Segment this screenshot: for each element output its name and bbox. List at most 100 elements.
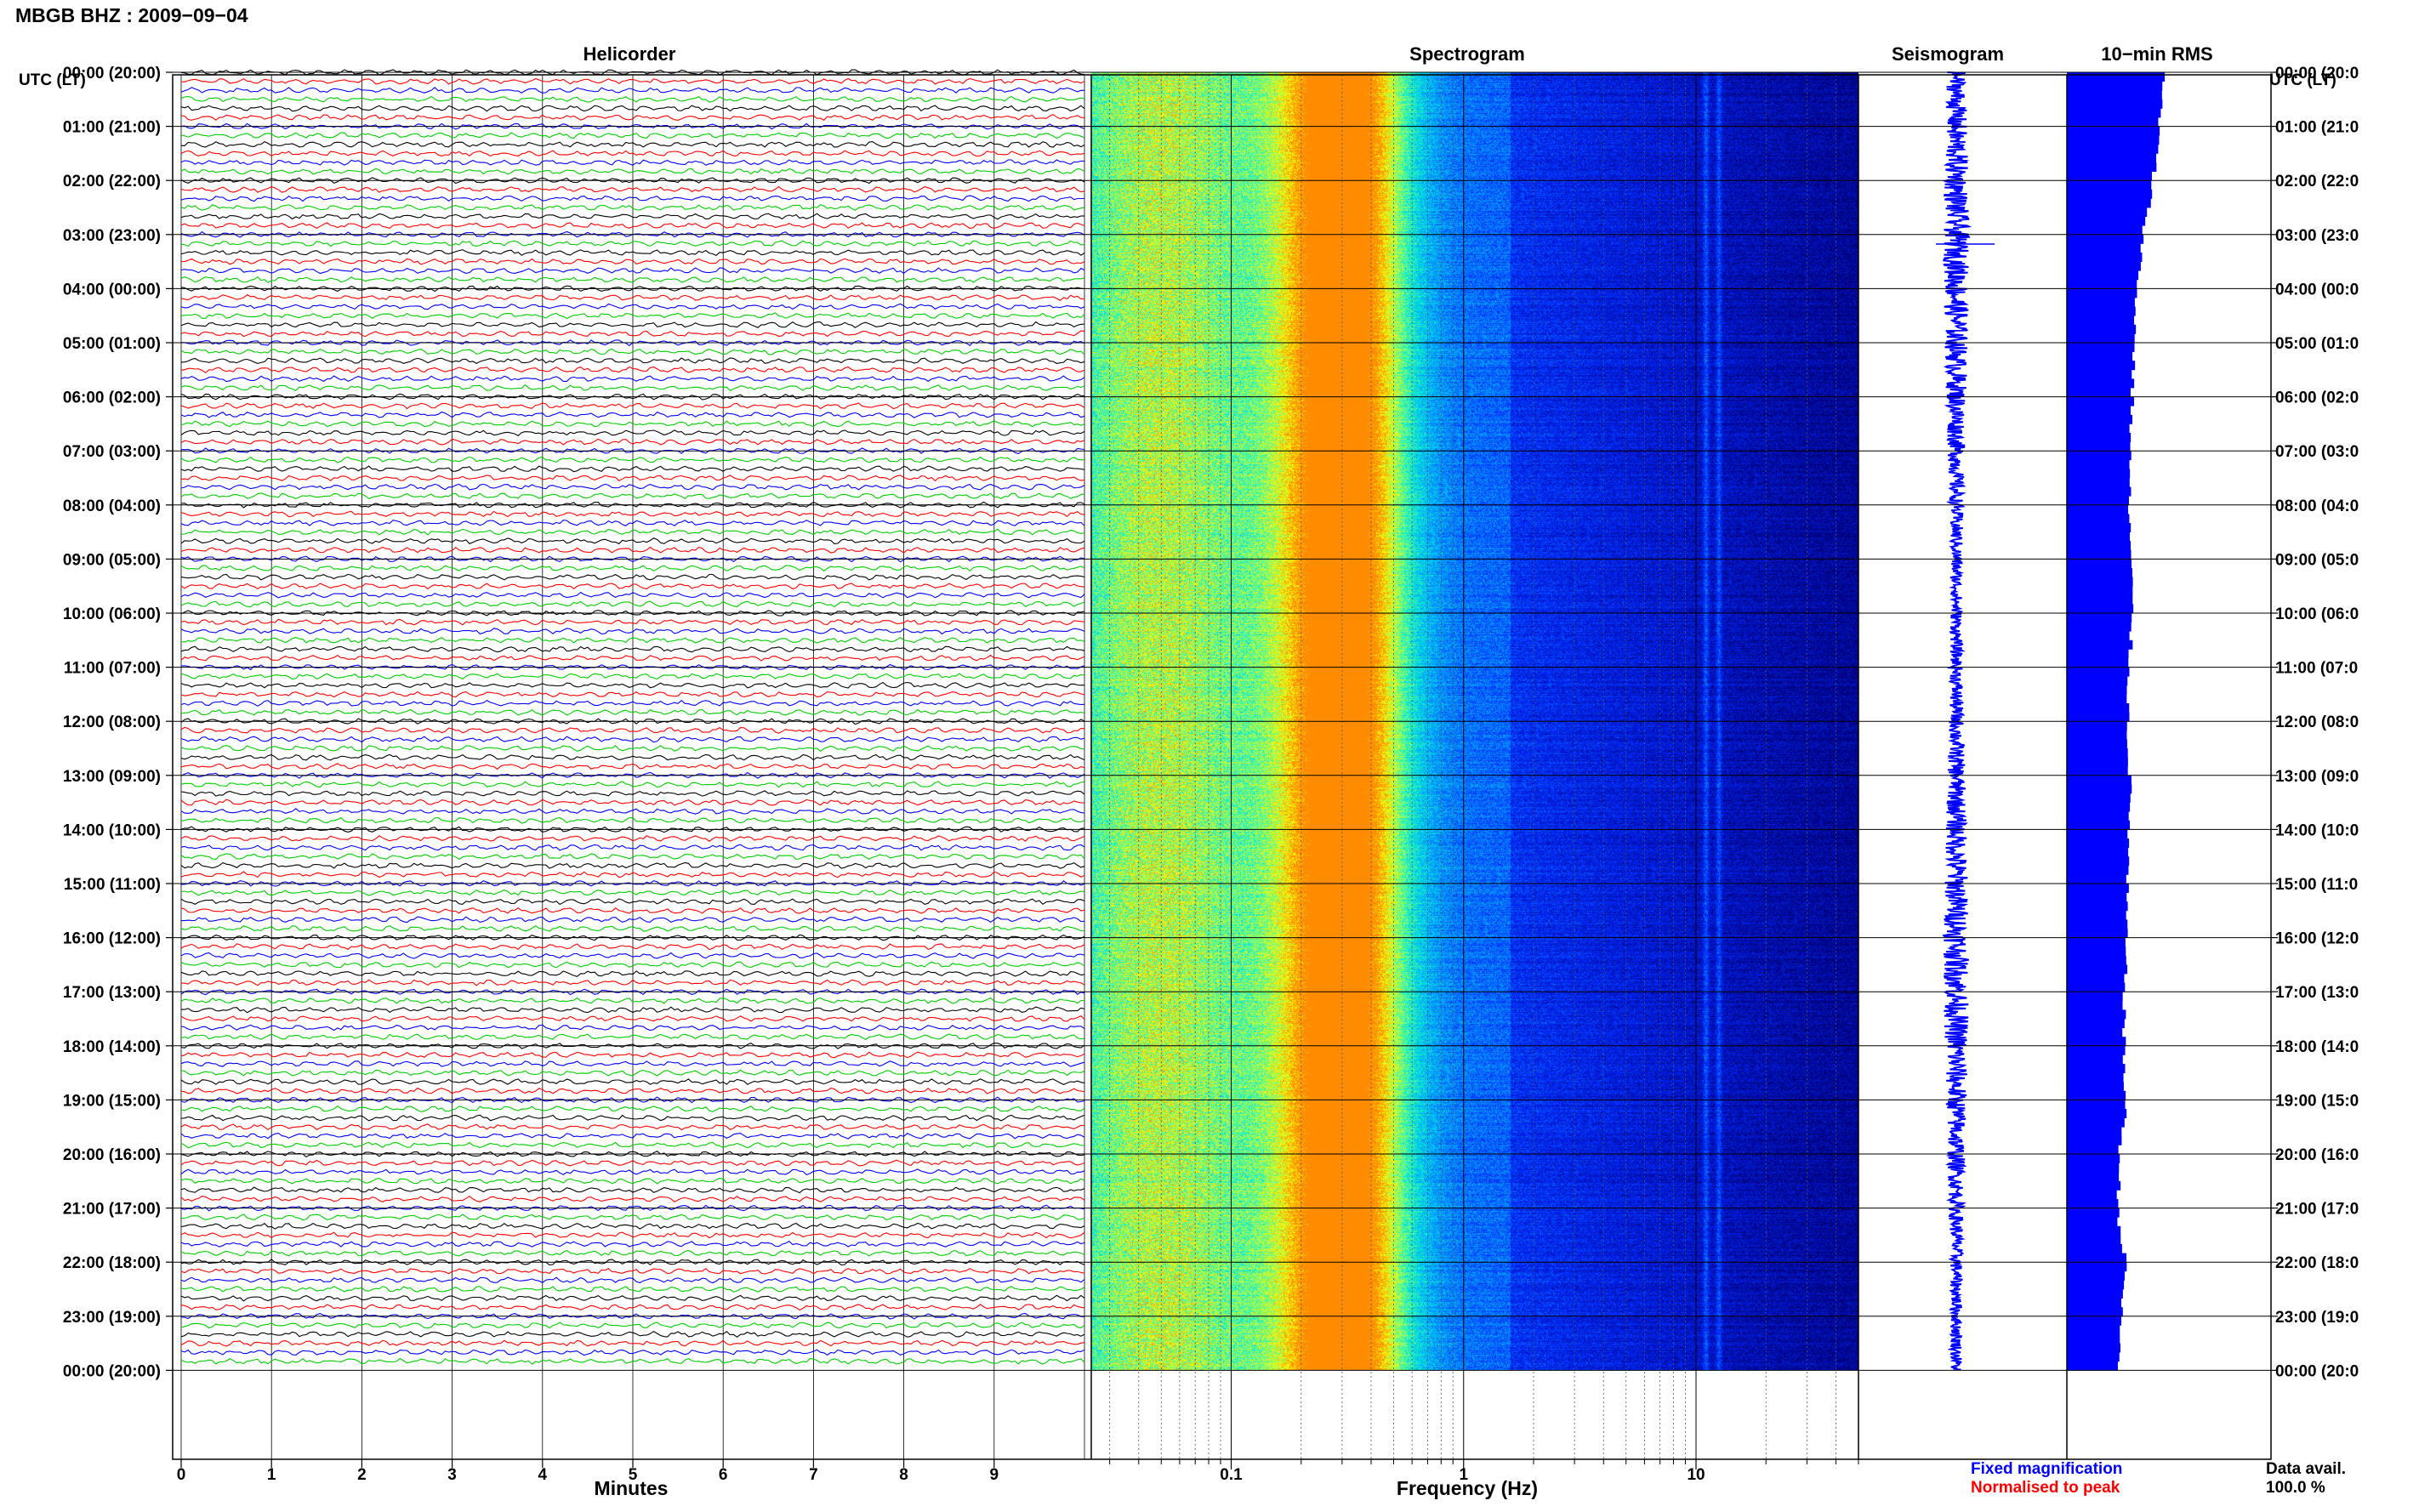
helicorder-trace xyxy=(180,438,1085,446)
helicorder-trace xyxy=(180,573,1085,581)
rms-bar xyxy=(2067,1217,2118,1227)
rms-bar xyxy=(2067,820,2131,830)
hour-label-right: 06:00 (02:0 xyxy=(2275,389,2359,407)
hour-label-left: 04:00 (00:00) xyxy=(63,281,161,298)
hour-label-left: 21:00 (17:00) xyxy=(63,1201,161,1219)
rms-bar xyxy=(2067,189,2153,199)
hour-label-left: 20:00 (16:00) xyxy=(63,1146,161,1164)
helicorder-trace xyxy=(181,916,1085,924)
helicorder-trace xyxy=(180,185,1085,193)
rms-bar xyxy=(2067,1009,2126,1020)
rms-bar xyxy=(2067,433,2132,442)
helicorder-trace xyxy=(180,1141,1085,1149)
rms-bar xyxy=(2067,396,2135,406)
helicorder-trace xyxy=(180,1276,1085,1284)
rms-bar xyxy=(2067,1352,2120,1362)
rms-bar xyxy=(2067,1316,2122,1326)
hour-label-left: 02:00 (22:00) xyxy=(63,173,161,190)
rms-bar xyxy=(2067,72,2166,82)
hour-label-left: 14:00 (10:00) xyxy=(63,821,161,839)
helicorder-trace xyxy=(180,745,1085,752)
helicorder-trace xyxy=(180,114,1085,121)
helicorder-trace xyxy=(180,889,1085,896)
rms-bar xyxy=(2067,658,2129,668)
rms-bar xyxy=(2067,144,2159,154)
helicorder-trace xyxy=(180,294,1085,301)
rms-bar xyxy=(2067,261,2141,271)
rms-bar xyxy=(2067,793,2131,803)
rms-bar xyxy=(2067,838,2130,848)
helicorder-trace xyxy=(180,636,1085,644)
helicorder-trace xyxy=(180,610,1085,617)
minute-tick-label: 9 xyxy=(990,1466,999,1484)
helicorder-trace xyxy=(180,618,1085,626)
helicorder-trace xyxy=(180,204,1085,211)
helicorder-trace xyxy=(180,420,1085,428)
data-avail-label: Data avail. xyxy=(2266,1460,2346,1478)
hour-label-right: 23:00 (19:0 xyxy=(2275,1309,2359,1327)
frequency-tick-label: 10 xyxy=(1687,1466,1705,1484)
x-axes: 0 1 2 3 4 5 6 7 8 9 0.1 1 10 xyxy=(177,1459,1859,1484)
helicorder-trace xyxy=(180,258,1085,265)
hour-label-right: 16:00 (12:0 xyxy=(2275,930,2359,948)
helicorder-trace xyxy=(180,330,1085,338)
rms-bar xyxy=(2067,315,2135,326)
seismogram-title: Seismogram xyxy=(1892,43,2004,65)
helicorder-trace xyxy=(180,483,1085,491)
rms-bar xyxy=(2067,81,2163,91)
hour-label-right: 04:00 (00:0 xyxy=(2275,281,2359,298)
rms-bar xyxy=(2067,739,2127,749)
rms-bar xyxy=(2067,198,2151,208)
rms-bar xyxy=(2067,559,2132,569)
rms-bar xyxy=(2067,865,2129,875)
helicorder-trace xyxy=(181,77,1085,85)
helicorder-trace xyxy=(180,1087,1085,1094)
helicorder-trace xyxy=(180,1322,1085,1329)
rms-bar xyxy=(2067,811,2129,821)
rms-bar xyxy=(2067,298,2135,307)
helicorder-trace xyxy=(180,1051,1085,1059)
hour-label-left: 18:00 (14:00) xyxy=(63,1038,161,1056)
rms-bar xyxy=(2067,117,2159,127)
helicorder-trace xyxy=(180,447,1085,454)
hour-label-right: 00:00 (20:0 xyxy=(2275,65,2359,82)
rms-bar xyxy=(2067,613,2132,622)
helicorder-trace xyxy=(180,1241,1085,1248)
hour-label-left: 17:00 (13:00) xyxy=(63,984,161,1002)
rms-bar xyxy=(2067,171,2153,181)
rms-bar xyxy=(2067,919,2128,929)
helicorder-trace xyxy=(180,1186,1085,1194)
rms-bar xyxy=(2067,270,2139,281)
rms-bar xyxy=(2067,1244,2122,1253)
rms-bar xyxy=(2067,1289,2123,1299)
helicorder-trace xyxy=(180,871,1085,878)
helicorder-trace xyxy=(180,475,1085,482)
rms-bar xyxy=(2067,478,2130,487)
minute-tick-label: 4 xyxy=(538,1466,548,1484)
rms-bar xyxy=(2067,423,2130,434)
minute-tick-label: 5 xyxy=(629,1466,638,1484)
rms-bar xyxy=(2067,1262,2127,1272)
rms-bar xyxy=(2067,631,2130,641)
helicorder-trace xyxy=(180,1222,1085,1230)
hour-label-left: 01:00 (21:00) xyxy=(63,119,161,137)
helicorder-trace xyxy=(180,1231,1085,1239)
rms-bar xyxy=(2067,964,2128,975)
rms-bar xyxy=(2067,766,2128,776)
helicorder-trace xyxy=(180,105,1085,112)
hour-label-left: 00:00 (20:00) xyxy=(63,65,161,82)
data-avail-value: 100.0 % xyxy=(2266,1479,2325,1497)
rms-bar xyxy=(2067,910,2126,920)
rms-bar xyxy=(2067,1100,2126,1110)
hour-label-right: 18:00 (14:0 xyxy=(2275,1038,2359,1056)
rms-bar xyxy=(2067,406,2131,416)
rms-bar xyxy=(2067,1180,2121,1191)
rms-bar xyxy=(2067,586,2133,596)
helicorder-trace xyxy=(180,1339,1085,1347)
rms-bar xyxy=(2067,1135,2122,1145)
rms-bar xyxy=(2067,288,2137,298)
helicorder-trace xyxy=(180,1330,1085,1338)
hour-label-left: 16:00 (12:00) xyxy=(63,930,161,948)
helicorder-trace xyxy=(180,456,1085,463)
helicorder-trace xyxy=(180,898,1085,906)
